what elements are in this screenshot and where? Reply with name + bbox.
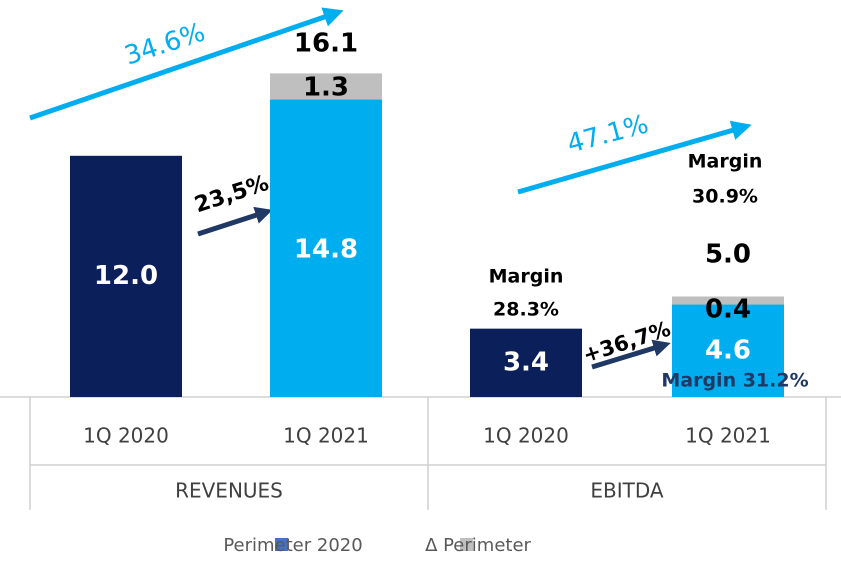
- legend-swatch: [460, 538, 473, 551]
- category-label: 1Q 2021: [283, 424, 369, 448]
- group-label: REVENUES: [175, 479, 283, 503]
- annotation: +36,7%: [580, 317, 673, 368]
- total-label: 16.1: [294, 29, 358, 59]
- bar-segment: [70, 155, 182, 397]
- bar-segment: [672, 304, 784, 397]
- group-label: EBITDA: [590, 479, 664, 503]
- annotation: Margin 31.2%: [661, 370, 808, 392]
- legend-swatch: [275, 538, 288, 551]
- value-label: 4.6: [705, 336, 751, 366]
- legend-label: Perimeter 2020: [223, 535, 362, 556]
- annotation: Margin: [489, 266, 564, 288]
- bar-segment: [270, 73, 382, 100]
- annotation: 30.9%: [692, 186, 758, 208]
- value-label: 12.0: [94, 261, 158, 291]
- total-label: 5.0: [705, 240, 751, 270]
- arrows: [29, 7, 752, 370]
- bar-segment: [672, 296, 784, 305]
- value-label: 14.8: [294, 235, 358, 265]
- value-label: 1.3: [303, 73, 349, 103]
- category-label: 1Q 2020: [483, 424, 569, 448]
- annotation: Margin: [688, 151, 763, 173]
- axis-frame: [0, 396, 841, 510]
- annotation: 47.1%: [564, 109, 652, 159]
- value-label: 0.4: [705, 295, 751, 325]
- category-label: 1Q 2020: [83, 424, 169, 448]
- bar-segment: [270, 99, 382, 398]
- value-label: 3.4: [503, 347, 549, 377]
- category-label: 1Q 2021: [685, 424, 771, 448]
- annotation: 28.3%: [493, 299, 559, 321]
- legend-label: Δ Perimeter: [425, 535, 531, 556]
- annotation: 23,5%: [192, 171, 272, 218]
- bar-segment: [470, 328, 582, 397]
